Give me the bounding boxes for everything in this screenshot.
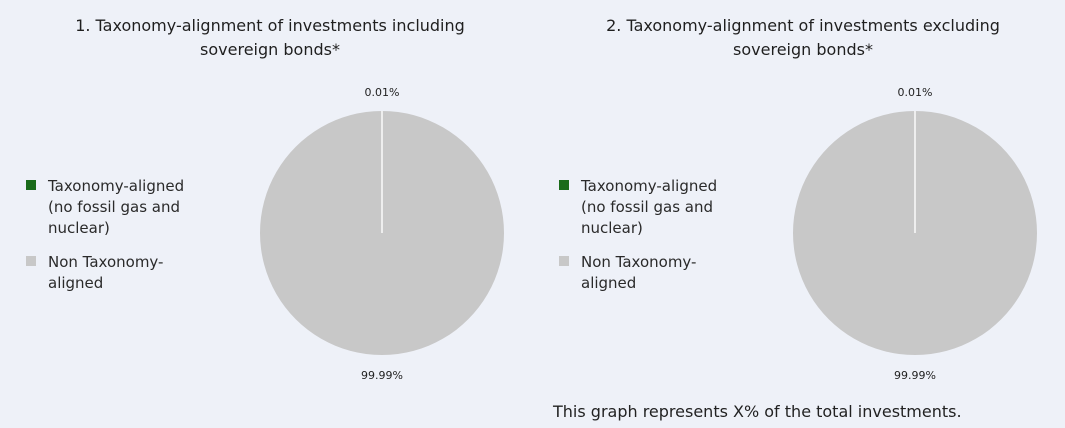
legend-label: Non Taxonomy-aligned	[581, 253, 697, 292]
legend-label: Non Taxonomy-aligned	[48, 253, 164, 292]
legend-swatch-aligned	[559, 180, 569, 190]
legend-item-aligned: Taxonomy-aligned (no fossil gas and nucl…	[26, 176, 206, 239]
chart-title: 1. Taxonomy-alignment of investments inc…	[75, 16, 465, 59]
data-label-aligned: 0.01%	[364, 86, 400, 99]
legend: Taxonomy-aligned (no fossil gas and nucl…	[559, 176, 739, 307]
data-label-non-aligned: 99.99%	[894, 369, 936, 382]
chart-panel-including-sovereign-bonds: 1. Taxonomy-alignment of investments inc…	[0, 0, 532, 428]
data-label-aligned: 0.01%	[897, 86, 933, 99]
chart-title: 2. Taxonomy-alignment of investments exc…	[606, 16, 1000, 59]
legend-swatch-non-aligned	[559, 256, 569, 266]
pie-chart	[260, 111, 505, 355]
pie-chart	[793, 111, 1038, 355]
legend-item-aligned: Taxonomy-aligned (no fossil gas and nucl…	[559, 176, 739, 239]
data-label-non-aligned: 99.99%	[361, 369, 403, 382]
legend-label: Taxonomy-aligned (no fossil gas and nucl…	[48, 177, 185, 237]
legend-label: Taxonomy-aligned (no fossil gas and nucl…	[581, 177, 718, 237]
footnote: This graph represents X% of the total in…	[553, 402, 962, 421]
legend-item-non-aligned: Non Taxonomy-aligned	[26, 252, 206, 294]
legend-item-non-aligned: Non Taxonomy-aligned	[559, 252, 739, 294]
legend-swatch-non-aligned	[26, 256, 36, 266]
legend-swatch-aligned	[26, 180, 36, 190]
legend: Taxonomy-aligned (no fossil gas and nucl…	[26, 176, 206, 307]
chart-panel-excluding-sovereign-bonds: 2. Taxonomy-alignment of investments exc…	[533, 0, 1065, 428]
